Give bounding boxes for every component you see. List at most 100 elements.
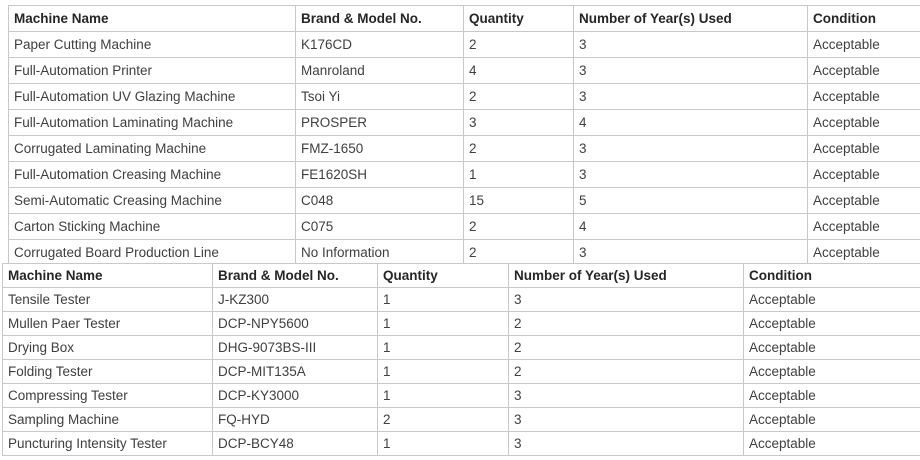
header-cell: Machine Name	[2, 263, 213, 288]
header-cell: Condition	[807, 5, 920, 32]
table-cell: 2	[508, 311, 744, 336]
table-cell: Corrugated Laminating Machine	[8, 135, 296, 162]
table-cell: Semi-Automatic Creasing Machine	[8, 187, 296, 214]
table-cell: Paper Cutting Machine	[8, 31, 296, 58]
table-row: Drying Box DHG-9073BS-III 1 2 Acceptable	[2, 335, 920, 360]
header-row: Machine Name Brand & Model No. Quantity Num…	[8, 5, 920, 32]
table-row: Carton Sticking Machine C075 2 4 Acceptable	[8, 213, 920, 240]
table-cell: Mullen Paer Tester	[2, 311, 213, 336]
table-cell: 2	[377, 407, 509, 432]
table-row: Corrugated Laminating Machine FMZ-1650 2 3 A…	[8, 135, 920, 162]
table-cell: 2	[463, 31, 574, 58]
table-cell: 3	[463, 109, 574, 136]
production-machines-table: Machine Name Brand & Model No. Quantity Num…	[8, 5, 920, 266]
table-cell: 1	[377, 287, 509, 312]
table-row: Full-Automation UV Glazing Machine Tsoi Y…	[8, 83, 920, 110]
table-cell: 4	[463, 57, 574, 84]
table-cell: Acceptable	[743, 359, 920, 384]
table-cell: 2	[508, 359, 744, 384]
table-row: Compressing Tester DCP-KY3000 1 3 Acceptable	[2, 383, 920, 408]
table-cell: Full-Automation UV Glazing Machine	[8, 83, 296, 110]
table-row: Puncturing Intensity Tester DCP-BCY48 1 3 Ac…	[2, 431, 920, 456]
table-cell: 2	[463, 239, 574, 266]
table-cell: 3	[508, 431, 744, 456]
table-cell: Acceptable	[807, 213, 920, 240]
table-cell: 3	[573, 31, 808, 58]
table-cell: 1	[377, 311, 509, 336]
table-cell: 15	[463, 187, 574, 214]
table-cell: Acceptable	[743, 335, 920, 360]
table-cell: DCP-MIT135A	[212, 359, 378, 384]
table-cell: Puncturing Intensity Tester	[2, 431, 213, 456]
table-cell: 3	[573, 83, 808, 110]
table-row: Tensile Tester J-KZ300 1 3 Acceptable	[2, 287, 920, 312]
table-cell: DCP-BCY48	[212, 431, 378, 456]
table-cell: Full-Automation Printer	[8, 57, 296, 84]
header-cell: Machine Name	[8, 5, 296, 32]
table-cell: FE1620SH	[295, 161, 464, 188]
table-cell: 2	[463, 83, 574, 110]
table-cell: 4	[573, 213, 808, 240]
table-cell: Acceptable	[743, 311, 920, 336]
table-cell: 3	[508, 287, 744, 312]
table-cell: Acceptable	[807, 161, 920, 188]
table-cell: Full-Automation Creasing Machine	[8, 161, 296, 188]
table-cell: Sampling Machine	[2, 407, 213, 432]
table-cell: Full-Automation Laminating Machine	[8, 109, 296, 136]
table-cell: Acceptable	[743, 431, 920, 456]
table-cell: 3	[508, 383, 744, 408]
table-cell: Acceptable	[807, 31, 920, 58]
table-row: Paper Cutting Machine K176CD 2 3 Acceptable	[8, 31, 920, 58]
table-cell: 1	[463, 161, 574, 188]
table-cell: DCP-KY3000	[212, 383, 378, 408]
table-cell: Acceptable	[743, 287, 920, 312]
table-cell: Acceptable	[807, 135, 920, 162]
header-cell: Number of Year(s) Used	[508, 263, 744, 288]
header-cell: Quantity	[463, 5, 574, 32]
header-cell: Number of Year(s) Used	[573, 5, 808, 32]
table-cell: 3	[573, 161, 808, 188]
table-cell: No Information	[295, 239, 464, 266]
table-cell: Acceptable	[807, 83, 920, 110]
table-cell: Acceptable	[743, 383, 920, 408]
table-cell: 5	[573, 187, 808, 214]
table-cell: 1	[377, 431, 509, 456]
table-cell: 3	[508, 407, 744, 432]
table-cell: Drying Box	[2, 335, 213, 360]
table-row: Full-Automation Laminating Machine PROSPE…	[8, 109, 920, 136]
table-cell: 2	[508, 335, 744, 360]
table-cell: Folding Tester	[2, 359, 213, 384]
header-cell: Quantity	[377, 263, 509, 288]
table-cell: C075	[295, 213, 464, 240]
table-cell: Manroland	[295, 57, 464, 84]
table-cell: DHG-9073BS-III	[212, 335, 378, 360]
table-row: Semi-Automatic Creasing Machine C048 15 5 Ac…	[8, 187, 920, 214]
table-cell: K176CD	[295, 31, 464, 58]
header-row: Machine Name Brand & Model No. Quantity Num…	[2, 263, 920, 288]
header-cell: Brand & Model No.	[212, 263, 378, 288]
table-row: Sampling Machine FQ-HYD 2 3 Acceptable	[2, 407, 920, 432]
table-row: Mullen Paer Tester DCP-NPY5600 1 2 Acceptabl…	[2, 311, 920, 336]
table-row: Full-Automation Printer Manroland 4 3 Accept…	[8, 57, 920, 84]
table-cell: Acceptable	[807, 109, 920, 136]
table-row: Folding Tester DCP-MIT135A 1 2 Acceptable	[2, 359, 920, 384]
table-cell: Corrugated Board Production Line	[8, 239, 296, 266]
table-cell: FMZ-1650	[295, 135, 464, 162]
table-cell: 3	[573, 135, 808, 162]
header-cell: Condition	[743, 263, 920, 288]
header-cell: Brand & Model No.	[295, 5, 464, 32]
table-cell: Carton Sticking Machine	[8, 213, 296, 240]
table-cell: 1	[377, 383, 509, 408]
table-cell: 3	[573, 239, 808, 266]
table-cell: 4	[573, 109, 808, 136]
table-cell: 2	[463, 135, 574, 162]
table-cell: FQ-HYD	[212, 407, 378, 432]
table-cell: 1	[377, 335, 509, 360]
table-cell: 3	[573, 57, 808, 84]
table-row: Corrugated Board Production Line No Infor…	[8, 239, 920, 266]
table-cell: Compressing Tester	[2, 383, 213, 408]
table-cell: Acceptable	[743, 407, 920, 432]
table-cell: Acceptable	[807, 187, 920, 214]
table-cell: Tensile Tester	[2, 287, 213, 312]
table-row: Full-Automation Creasing Machine FE1620SH…	[8, 161, 920, 188]
